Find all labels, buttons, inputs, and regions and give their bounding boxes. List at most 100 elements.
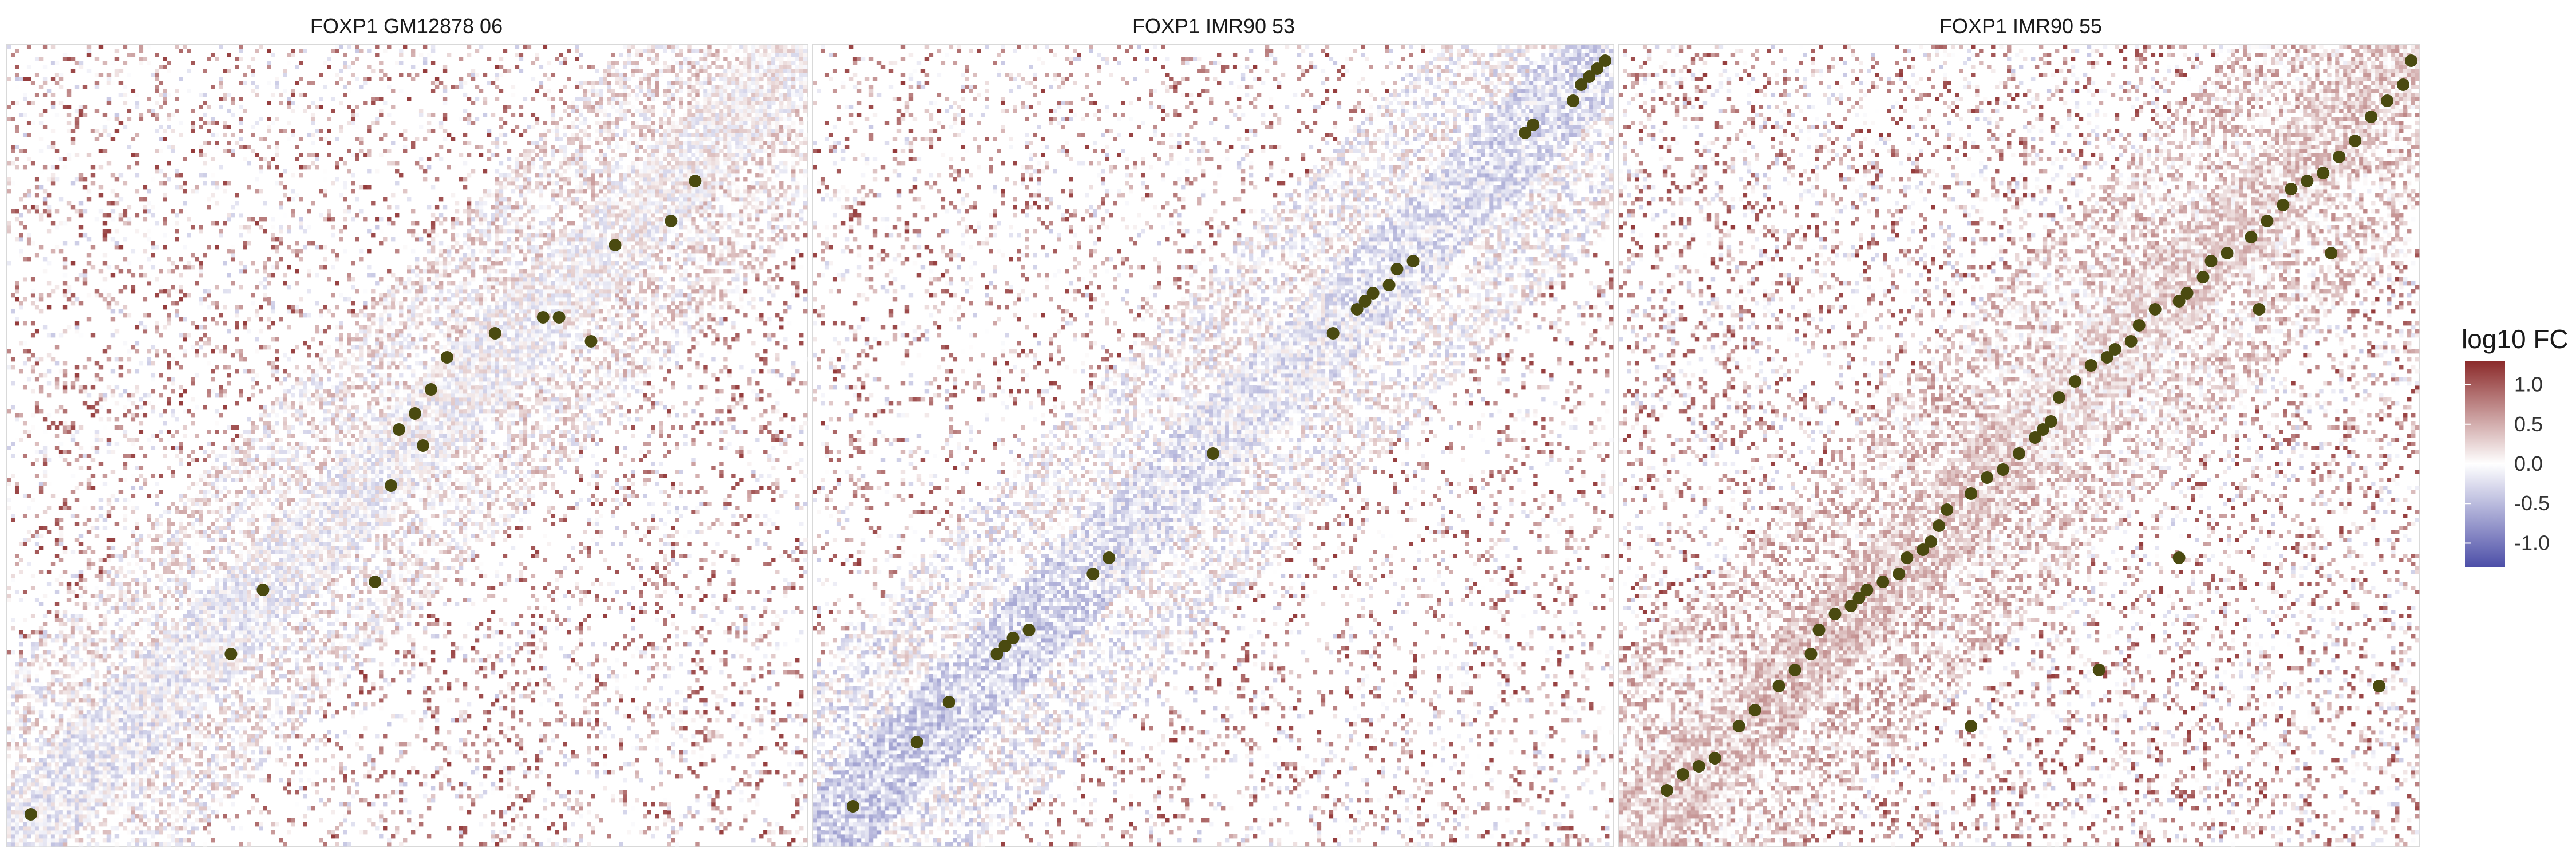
heatmap-cell <box>255 714 259 719</box>
heatmap-cell <box>383 590 388 594</box>
heatmap-cell <box>347 602 351 606</box>
heatmap-cell <box>106 718 112 723</box>
heatmap-cell <box>703 702 708 707</box>
heatmap-cell <box>239 570 243 574</box>
heatmap-cell <box>331 810 335 815</box>
heatmap-cell <box>351 702 355 707</box>
heatmap-cell <box>263 614 267 618</box>
heatmap-cell <box>167 710 171 715</box>
heatmap-cell <box>163 758 167 763</box>
heatmap-cell <box>183 818 187 823</box>
heatmap-cell <box>235 602 239 606</box>
heatmap-cell <box>267 690 271 695</box>
heatmap-cell <box>763 610 768 614</box>
heatmap-cell <box>287 598 291 602</box>
heatmap-cell <box>22 710 27 715</box>
heatmap-cell <box>179 702 183 707</box>
heatmap-cell <box>291 722 295 727</box>
heatmap-cell <box>767 610 772 614</box>
heatmap-cell <box>46 806 52 811</box>
heatmap-cell <box>727 626 732 631</box>
heatmap-cell <box>211 638 215 643</box>
heatmap-cell <box>7 806 11 811</box>
heatmap-cell <box>343 802 347 807</box>
heatmap-cell <box>123 782 128 787</box>
heatmap-cell <box>211 658 215 663</box>
heatmap-cell <box>771 670 776 675</box>
heatmap-cell <box>102 766 108 771</box>
heatmap-cell <box>38 666 44 671</box>
heatmap-cell <box>515 670 520 675</box>
heatmap-cell <box>271 726 275 731</box>
heatmap-cell <box>86 682 92 687</box>
heatmap-cell <box>243 658 247 663</box>
heatmap-cell <box>331 606 335 610</box>
heatmap-cell <box>179 570 183 574</box>
heatmap-cell <box>102 710 108 715</box>
heatmap-cell <box>175 786 179 791</box>
heatmap-cell <box>199 794 203 799</box>
heatmap-cell <box>211 602 215 606</box>
heatmap-cell <box>191 618 195 622</box>
heatmap-cell <box>66 770 72 775</box>
heatmap-cell <box>223 638 227 643</box>
heatmap-cell <box>414 602 420 606</box>
heatmap-cell <box>479 574 484 578</box>
heatmap-cell <box>14 662 19 667</box>
heatmap-cell <box>323 602 327 606</box>
heatmap-cell <box>430 590 436 594</box>
heatmap-cell <box>131 734 136 739</box>
heatmap-cell <box>159 570 164 574</box>
heatmap-cell <box>18 682 23 687</box>
heatmap-cell <box>263 626 267 631</box>
heatmap-cell <box>775 670 780 675</box>
heatmap-cell <box>110 766 116 771</box>
heatmap-cell <box>14 798 19 803</box>
heatmap-cell <box>10 662 15 667</box>
heatmap-cell <box>171 638 175 643</box>
heatmap-cell <box>487 734 492 739</box>
heatmap-cell <box>42 838 48 843</box>
heatmap-cell <box>66 618 72 622</box>
heatmap-cell <box>163 782 167 787</box>
heatmap-cell <box>675 590 679 594</box>
heatmap-cell <box>54 774 60 779</box>
heatmap-cell <box>159 646 164 651</box>
heatmap-cell <box>259 610 263 614</box>
heatmap-cell <box>46 738 52 743</box>
heatmap-cell <box>147 690 152 695</box>
heatmap-cell <box>422 698 428 703</box>
heatmap-cell <box>327 662 331 667</box>
heatmap-cell <box>34 698 39 703</box>
heatmap-cell <box>211 670 215 675</box>
heatmap-cell <box>523 686 528 691</box>
heatmap-cell <box>179 678 183 683</box>
heatmap-cell <box>171 722 175 727</box>
heatmap-cell <box>7 822 11 827</box>
heatmap-cell <box>219 614 223 618</box>
heatmap-cell <box>511 622 516 626</box>
heatmap-cell <box>7 774 11 779</box>
heatmap-cell <box>487 750 492 755</box>
heatmap-cell <box>695 794 700 799</box>
heatmap-cell <box>34 694 39 699</box>
heatmap-cell <box>219 734 223 739</box>
heatmap-cell <box>74 722 80 727</box>
heatmap-cell <box>58 766 64 771</box>
heatmap-cell <box>147 602 152 606</box>
heatmap-cell <box>426 574 432 578</box>
heatmap-cell <box>195 642 199 647</box>
heatmap-cell <box>303 674 307 679</box>
heatmap-cell <box>519 746 524 751</box>
heatmap-cell <box>255 622 259 626</box>
heatmap-cell <box>38 634 44 639</box>
heatmap-cell <box>547 594 552 598</box>
heatmap-cell <box>135 762 140 767</box>
heatmap-cell <box>731 682 736 687</box>
heatmap-cell <box>663 810 667 815</box>
heatmap-cell <box>163 642 167 647</box>
heatmap-cell <box>219 650 223 655</box>
heatmap-cell <box>307 618 311 622</box>
heatmap-cell <box>647 718 651 723</box>
heatmap-cell <box>94 654 100 659</box>
